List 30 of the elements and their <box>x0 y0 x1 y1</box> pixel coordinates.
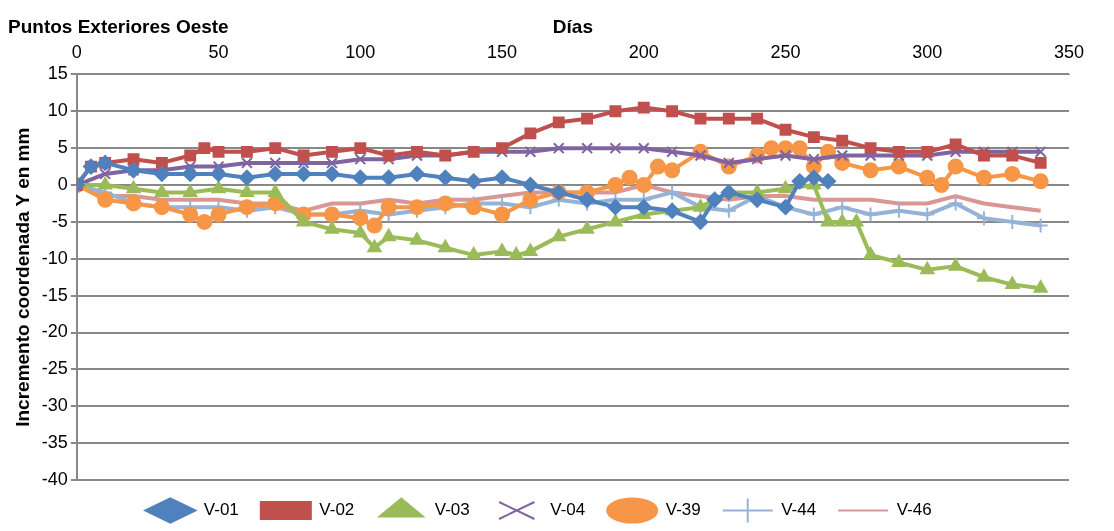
x-tick-label: 300 <box>912 41 943 62</box>
legend-label: V-39 <box>665 500 701 520</box>
x-tick-label: 200 <box>628 41 659 62</box>
x-tick-label: 100 <box>345 41 376 62</box>
legend-label: V-44 <box>781 500 817 520</box>
legend-label: V-46 <box>896 500 932 520</box>
x-tick-label: 150 <box>487 41 518 62</box>
y-tick-label: 5 <box>57 137 68 158</box>
chart-title: Puntos Exteriores Oeste <box>8 15 229 37</box>
legend-label: V-01 <box>203 500 239 520</box>
y-tick-label: -5 <box>51 210 68 231</box>
y-tick-label: -30 <box>41 395 68 416</box>
y-tick-label: -15 <box>41 284 68 305</box>
x-axis-title: Días <box>552 15 593 37</box>
x-tick-label: 250 <box>770 41 801 62</box>
x-tick-label: 0 <box>71 41 82 62</box>
legend-label: V-03 <box>434 500 470 520</box>
y-tick-label: 10 <box>47 100 68 121</box>
legend-label: V-04 <box>550 500 586 520</box>
y-axis-title: Incremento coordenada Y en mm <box>11 127 33 427</box>
y-tick-label: -10 <box>41 247 68 268</box>
legend-label: V-02 <box>319 500 355 520</box>
y-tick-label: -35 <box>41 432 68 453</box>
x-tick-label: 350 <box>1053 41 1085 62</box>
y-tick-label: -40 <box>41 468 68 489</box>
x-tick-label: 50 <box>208 41 229 62</box>
y-tick-label: -20 <box>41 321 68 342</box>
y-tick-label: 15 <box>47 63 68 84</box>
y-tick-label: -25 <box>41 358 68 379</box>
y-tick-label: 0 <box>57 173 68 194</box>
